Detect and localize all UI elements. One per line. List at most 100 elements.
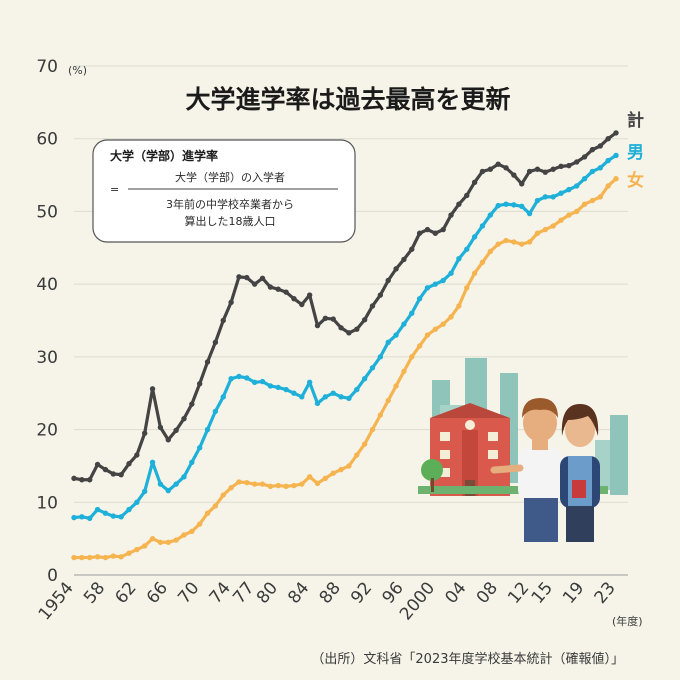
x-tick-label: 88 (316, 578, 345, 607)
data-point (165, 539, 171, 545)
data-point (314, 400, 321, 407)
x-tick-label: 58 (80, 578, 109, 607)
data-point (574, 183, 580, 189)
data-point (424, 332, 431, 338)
data-point (338, 325, 344, 331)
data-point (448, 270, 454, 276)
data-point (220, 317, 226, 324)
data-point (165, 487, 171, 494)
y-tick-label: 30 (36, 348, 58, 368)
series-line (72, 131, 618, 482)
data-point (456, 201, 462, 207)
data-point (102, 466, 109, 473)
data-point (448, 212, 454, 218)
x-tick-label: 15 (528, 578, 557, 607)
data-point (511, 202, 517, 208)
data-point (503, 165, 509, 171)
data-point (385, 397, 391, 404)
chart-title: 大学進学率は過去最高を更新 (185, 85, 510, 114)
data-point (401, 321, 407, 327)
data-point (259, 481, 266, 487)
x-tick-label: 62 (111, 578, 140, 607)
data-point (338, 394, 344, 400)
data-point (597, 165, 603, 171)
data-point (440, 321, 446, 327)
data-point (79, 554, 85, 561)
data-point (275, 286, 281, 292)
data-point (526, 168, 533, 175)
data-point (149, 535, 156, 542)
data-point (102, 510, 109, 516)
data-point (87, 515, 93, 521)
data-point (173, 481, 179, 487)
data-point (479, 168, 486, 175)
data-point (267, 483, 274, 489)
data-point (503, 237, 509, 244)
data-point (377, 292, 384, 298)
definition-numerator: 大学（学部）の入学者 (175, 170, 285, 184)
data-point (212, 339, 219, 346)
data-point (385, 339, 391, 346)
data-point (464, 246, 470, 252)
data-point (330, 470, 336, 476)
data-point (495, 202, 501, 209)
data-point (102, 554, 109, 561)
data-point (456, 255, 462, 262)
data-point (589, 146, 596, 153)
y-tick-label: 50 (36, 202, 58, 222)
series (71, 130, 619, 483)
data-point (283, 483, 289, 489)
data-point (566, 186, 572, 193)
data-point (526, 210, 533, 217)
data-point (330, 390, 336, 396)
data-point (566, 162, 572, 169)
data-point (542, 226, 549, 233)
x-tick-label: 04 (441, 578, 470, 607)
data-point (291, 390, 297, 396)
data-point (94, 554, 101, 560)
data-point (149, 386, 156, 392)
data-point (275, 482, 281, 489)
data-point (79, 477, 85, 483)
data-point (157, 539, 164, 545)
legend-entry: 女 (627, 170, 644, 191)
data-point (141, 543, 148, 549)
legend-entry: 男 (627, 143, 644, 163)
data-point (306, 292, 313, 298)
data-point (299, 481, 305, 487)
data-point (574, 159, 580, 165)
data-point (244, 274, 250, 281)
data-point (141, 430, 148, 436)
y-tick-label: 40 (36, 275, 58, 295)
data-point (71, 475, 77, 481)
data-point (581, 154, 588, 160)
data-point (354, 326, 360, 332)
students-illustration (490, 398, 600, 542)
data-point (181, 532, 187, 538)
data-point (416, 343, 423, 349)
data-point (464, 192, 470, 199)
data-point (244, 375, 250, 381)
data-point (110, 553, 116, 559)
data-point (589, 197, 596, 204)
data-point (471, 270, 478, 276)
data-point (361, 375, 368, 382)
data-point (134, 452, 140, 458)
data-point (487, 212, 494, 218)
data-point (464, 285, 470, 291)
data-point (409, 246, 415, 252)
data-point (581, 176, 588, 182)
series-line (72, 177, 618, 560)
data-point (369, 426, 376, 433)
data-point (495, 161, 501, 167)
x-tick-label: 2000 (396, 578, 439, 624)
data-point (118, 471, 124, 478)
definition-denominator-line1: 3年前の中学校卒業者から (166, 197, 294, 211)
data-point (519, 181, 525, 187)
data-point (228, 299, 234, 306)
data-point (605, 136, 611, 142)
data-point (479, 259, 486, 266)
y-tick-label: 10 (36, 493, 58, 513)
data-point (471, 179, 478, 186)
